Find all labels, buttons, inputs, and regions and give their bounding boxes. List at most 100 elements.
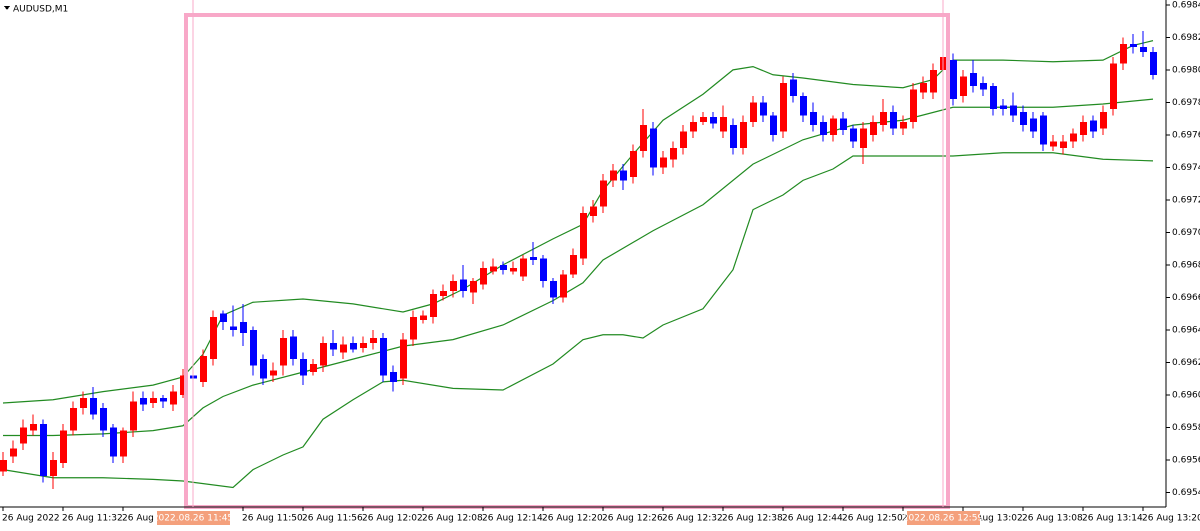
candle-body: [1140, 47, 1147, 52]
candle-body: [730, 125, 737, 148]
candle-body: [260, 359, 267, 379]
x-tick-label: 26 Aug 2022: [2, 514, 60, 524]
candle-body: [220, 313, 227, 322]
y-tick-label: 0.69740: [1172, 163, 1200, 173]
candle-body: [50, 459, 57, 477]
candle-body: [200, 355, 207, 382]
marker-label-bg: [157, 511, 230, 525]
y-tick-label: 0.69580: [1172, 423, 1200, 433]
candle-body: [140, 398, 147, 405]
candle-body: [520, 258, 527, 277]
candle-body: [920, 82, 927, 93]
y-tick-label: 0.69560: [1172, 455, 1200, 465]
candle-body: [460, 279, 467, 291]
candle-body: [660, 157, 667, 168]
candle-body: [910, 89, 917, 122]
candle-body: [600, 180, 607, 207]
candle-body: [860, 128, 867, 148]
y-tick-label: 0.69840: [1172, 0, 1200, 10]
x-tick-label: 26 Aug 11:32: [62, 514, 123, 524]
candle-body: [1060, 141, 1067, 148]
candle-body: [120, 430, 127, 457]
candle-body: [990, 86, 997, 109]
x-tick-label: 26 Aug 13:02: [962, 514, 1023, 524]
y-tick-label: 0.69540: [1172, 488, 1200, 498]
x-tick-label: 26 Aug 12:02: [362, 514, 423, 524]
candle-body: [270, 370, 277, 376]
y-tick-label: 0.69820: [1172, 33, 1200, 43]
candle-body: [280, 338, 287, 366]
menu-arrow: [4, 6, 10, 10]
candle-body: [250, 329, 257, 366]
candle-body: [1030, 118, 1037, 132]
candle-body: [870, 121, 877, 135]
candle-body: [570, 255, 577, 275]
candle-body: [370, 338, 377, 343]
y-tick-label: 0.69760: [1172, 130, 1200, 140]
candle-body: [1150, 52, 1157, 75]
candle-body: [1110, 63, 1117, 109]
x-tick-label: 26 Aug 11:50: [242, 514, 303, 524]
candle-body: [480, 268, 487, 285]
x-tick-label: 26 Aug 12:20: [542, 514, 603, 524]
candle-body: [500, 264, 507, 270]
candle-body: [70, 407, 77, 431]
candle-body: [650, 128, 657, 168]
candle-body: [230, 326, 237, 330]
candle-body: [950, 60, 957, 100]
candle-body: [410, 316, 417, 340]
band-line: [2, 152, 1154, 489]
candle-body: [830, 118, 837, 135]
y-tick-label: 0.69620: [1172, 358, 1200, 368]
candle-body: [880, 112, 887, 126]
candle-body: [850, 128, 857, 142]
candle-body: [420, 315, 427, 321]
candle-body: [1090, 120, 1097, 132]
plot: [0, 30, 1157, 490]
candle-body: [900, 121, 907, 129]
candle-body: [100, 407, 107, 431]
candle-body: [170, 391, 177, 405]
candle-body: [390, 372, 397, 382]
candle-body: [670, 147, 677, 160]
candle-body: [80, 398, 87, 408]
x-tick-label: 26 Aug 11:56: [302, 514, 363, 524]
candle-body: [810, 112, 817, 126]
y-tick-label: 0.69600: [1172, 390, 1200, 400]
candle-body: [340, 344, 347, 353]
candle-body: [590, 206, 597, 217]
x-tick-label: 26 Aug 12:32: [662, 514, 723, 524]
candle-body: [550, 281, 557, 298]
candle-body: [240, 321, 247, 334]
candle-body: [40, 424, 47, 477]
candle-body: [690, 121, 697, 132]
chart-title: AUDUSD,M1: [13, 5, 68, 15]
candle-body: [1040, 115, 1047, 145]
candle-body: [180, 375, 187, 395]
candle-body: [640, 125, 647, 152]
candle-body: [1120, 43, 1127, 64]
candle-body: [10, 448, 17, 457]
candle-body: [530, 256, 537, 260]
candle-body: [330, 342, 337, 350]
candle-body: [150, 398, 157, 403]
candle-body: [350, 342, 357, 350]
candle-body: [1020, 112, 1027, 126]
candle-body: [0, 459, 7, 472]
y-tick-label: 0.69660: [1172, 293, 1200, 303]
candle-body: [380, 338, 387, 376]
candle-body: [1080, 121, 1087, 135]
candle-body: [740, 121, 747, 148]
candle-body: [300, 359, 307, 376]
marker-label: 2022.08.26 12:59: [903, 514, 984, 524]
candle-body: [450, 281, 457, 291]
y-tick-label: 0.69720: [1172, 195, 1200, 205]
candle-body: [210, 316, 217, 360]
marker-label: 2022.08.26 11:45: [153, 514, 233, 524]
x-tick-label: 26 Aug 12:38: [722, 514, 783, 524]
candle-body: [800, 95, 807, 116]
candle-body: [110, 427, 117, 457]
x-tick-label: 26 Aug 12:50: [842, 514, 903, 524]
candle-body: [580, 212, 587, 259]
